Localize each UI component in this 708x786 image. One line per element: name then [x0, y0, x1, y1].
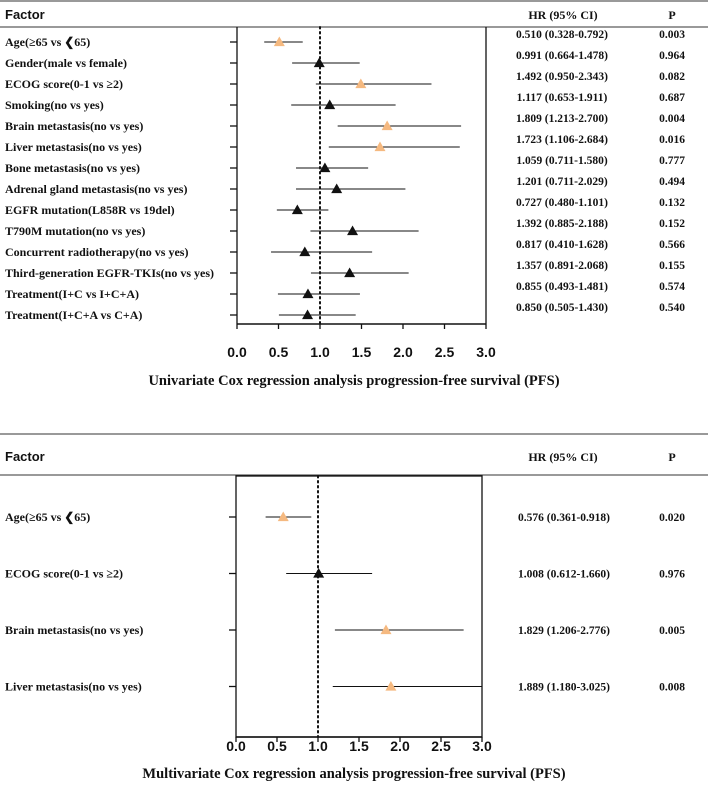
- hr-ci-value: 1.357 (0.891-2.068): [516, 260, 608, 272]
- hr-ci-value: 1.809 (1.213-2.700): [516, 113, 608, 125]
- hr-ci-value: 1.201 (0.711-2.029): [516, 176, 608, 188]
- factor-label: Concurrent radiotherapy(no vs yes): [5, 245, 188, 259]
- p-header: P: [668, 8, 675, 22]
- hr-point-triangle-marker-icon: [299, 246, 311, 257]
- hr-point-triangle-marker-icon: [347, 225, 359, 236]
- factor-header: Factor: [5, 449, 45, 464]
- x-tick-label: 1.5: [352, 344, 372, 360]
- p-value: 0.132: [659, 197, 685, 209]
- hr-ci-value: 1.889 (1.180-3.025): [518, 682, 610, 694]
- x-tick-label: 3.0: [472, 738, 492, 754]
- hr-point-triangle-marker-icon: [355, 78, 367, 89]
- x-tick-label: 2.0: [393, 344, 413, 360]
- hr-point-triangle-marker-icon: [381, 120, 393, 131]
- factor-label: Treatment(I+C+A vs C+A): [5, 308, 142, 322]
- hr-point-triangle-marker-icon: [313, 568, 325, 578]
- x-tick-label: 2.5: [431, 738, 451, 754]
- plot-frame: [235, 475, 483, 738]
- multivariate-forest-plot: Factor HR (95% CI) P 0.0 0.5 1.0 1.5 2.0 2.5 3.0 A…: [0, 410, 708, 786]
- x-tick-label: 0.0: [227, 344, 247, 360]
- hr-point-triangle-marker-icon: [273, 36, 285, 47]
- hr-point-triangle-marker-icon: [344, 267, 356, 278]
- univariate-forest-plot: Factor HR (95% CI) P 0.0 0.5 1.0 1.5 2.0 2.5 3.0 A…: [0, 0, 708, 392]
- factor-label: Liver metastasis(no vs yes): [5, 140, 142, 154]
- hr-point-triangle-marker-icon: [385, 681, 397, 691]
- p-value: 0.004: [659, 113, 685, 125]
- p-value: 0.008: [659, 682, 685, 694]
- p-value: 0.016: [659, 134, 685, 146]
- hr-ci-value: 0.991 (0.664-1.478): [516, 50, 608, 62]
- factor-label: Adrenal gland metastasis(no vs yes): [5, 182, 187, 196]
- x-tick-label: 2.0: [390, 738, 410, 754]
- factor-label: Liver metastasis(no vs yes): [5, 680, 142, 694]
- hr-ci-value: 1.723 (1.106-2.684): [516, 134, 608, 146]
- x-tick-label: 1.0: [310, 344, 330, 360]
- p-value: 0.155: [659, 260, 685, 272]
- p-value: 0.494: [659, 176, 685, 188]
- hr-ci-value: 1.492 (0.950-2.343): [516, 71, 608, 83]
- chart-title: Univariate Cox regression analysis progr…: [148, 373, 559, 389]
- hr-point-triangle-marker-icon: [319, 162, 331, 173]
- hr-ci-value: 0.817 (0.410-1.628): [516, 239, 608, 251]
- factor-label: ECOG score(0-1 vs ≥2): [5, 567, 123, 581]
- factor-label: Treatment(I+C vs I+C+A): [5, 287, 139, 301]
- hr-ci-value: 0.850 (0.505-1.430): [516, 302, 608, 314]
- factor-label: Third-generation EGFR-TKIs(no vs yes): [5, 266, 214, 280]
- p-value: 0.687: [659, 92, 685, 104]
- hr-point-triangle-marker-icon: [331, 183, 343, 194]
- p-value: 0.566: [659, 239, 685, 251]
- factor-label: Brain metastasis(no vs yes): [5, 623, 143, 637]
- hr-ci-value: 0.727 (0.480-1.101): [516, 197, 608, 209]
- hr-point-triangle-marker-icon: [313, 57, 325, 68]
- factor-label: Age(≥65 vs ❮65): [5, 35, 90, 50]
- p-value: 0.777: [659, 155, 685, 167]
- hr-ci-value: 1.829 (1.206-2.776): [518, 625, 610, 637]
- factor-label: T790M mutation(no vs yes): [5, 224, 145, 238]
- factor-label: Bone metastasis(no vs yes): [5, 161, 140, 175]
- p-header: P: [668, 450, 675, 464]
- x-tick-label: 0.5: [267, 738, 287, 754]
- hr-point-triangle-marker-icon: [302, 288, 314, 299]
- hr-point-triangle-marker-icon: [380, 624, 392, 635]
- multivariate-forest-svg: Factor HR (95% CI) P 0.0 0.5 1.0 1.5 2.0 2.5 3.0 A…: [0, 433, 708, 782]
- p-value: 0.082: [659, 71, 685, 83]
- hr-ci-value: 1.059 (0.711-1.580): [516, 155, 608, 167]
- hr-ci-value: 0.510 (0.328-0.792): [516, 29, 608, 41]
- p-value: 0.964: [659, 50, 685, 62]
- x-tick-label: 0.5: [269, 344, 289, 360]
- factor-label: Brain metastasis(no vs yes): [5, 119, 143, 133]
- hr-point-triangle-marker-icon: [324, 99, 336, 110]
- chart-title: Multivariate Cox regression analysis pro…: [142, 766, 565, 782]
- factor-label: Smoking(no vs yes): [5, 98, 104, 112]
- factor-label: Gender(male vs female): [5, 56, 127, 70]
- hr-ci-header: HR (95% CI): [528, 450, 597, 464]
- hr-ci-value: 1.008 (0.612-1.660): [518, 569, 610, 581]
- hr-ci-header: HR (95% CI): [528, 8, 597, 22]
- hr-ci-value: 0.855 (0.493-1.481): [516, 281, 608, 293]
- x-tick-label: 0.0: [226, 738, 246, 754]
- factor-header: Factor: [5, 7, 45, 22]
- p-value: 0.020: [659, 512, 685, 524]
- factor-label: EGFR mutation(L858R vs 19del): [5, 203, 175, 217]
- x-tick-label: 1.0: [308, 738, 328, 754]
- hr-point-triangle-marker-icon: [374, 141, 386, 152]
- x-tick-label: 1.5: [349, 738, 369, 754]
- hr-point-triangle-marker-icon: [291, 204, 303, 215]
- hr-ci-value: 1.117 (0.653-1.911): [517, 92, 608, 104]
- p-value: 0.152: [659, 218, 685, 230]
- p-value: 0.574: [659, 281, 685, 293]
- hr-ci-value: 1.392 (0.885-2.188): [516, 218, 608, 230]
- p-value: 0.003: [659, 29, 685, 41]
- x-tick-label: 3.0: [476, 344, 496, 360]
- x-tick-label: 2.5: [435, 344, 455, 360]
- univariate-forest-svg: Factor HR (95% CI) P 0.0 0.5 1.0 1.5 2.0 2.5 3.0 A…: [0, 0, 708, 389]
- hr-ci-value: 0.576 (0.361-0.918): [518, 512, 610, 524]
- hr-point-triangle-marker-icon: [302, 309, 314, 320]
- hr-point-triangle-marker-icon: [277, 511, 289, 522]
- p-value: 0.540: [659, 302, 685, 314]
- factor-label: Age(≥65 vs ❮65): [5, 510, 90, 525]
- p-value: 0.976: [659, 569, 685, 581]
- p-value: 0.005: [659, 625, 685, 637]
- factor-label: ECOG score(0-1 vs ≥2): [5, 77, 123, 91]
